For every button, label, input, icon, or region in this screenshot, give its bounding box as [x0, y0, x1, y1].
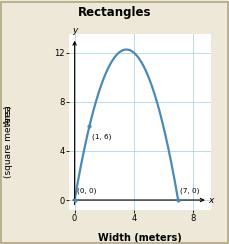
Text: Area: Area	[3, 104, 13, 125]
Text: (square meters): (square meters)	[3, 105, 13, 178]
Text: Rectangles: Rectangles	[78, 6, 151, 19]
Text: y: y	[72, 26, 77, 35]
Text: Width (meters): Width (meters)	[98, 233, 182, 243]
Text: (0, 0): (0, 0)	[77, 187, 96, 194]
Text: x: x	[208, 195, 214, 204]
Text: (1, 6): (1, 6)	[92, 133, 112, 140]
Text: (7, 0): (7, 0)	[180, 187, 200, 194]
